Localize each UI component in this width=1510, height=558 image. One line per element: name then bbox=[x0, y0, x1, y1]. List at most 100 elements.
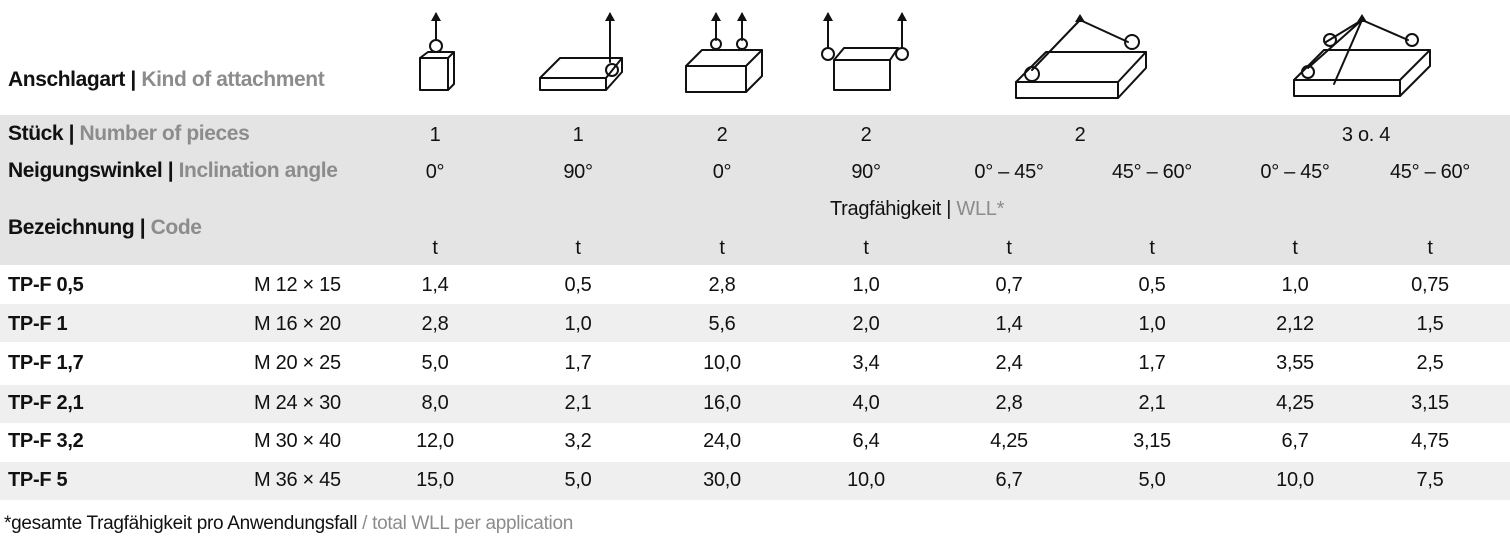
value-cell: 2,8 bbox=[995, 392, 1023, 414]
value-cell: 0,5 bbox=[1138, 274, 1166, 296]
row-thread: M 20 × 25 bbox=[254, 352, 341, 374]
value-cell: 3,15 bbox=[1133, 430, 1171, 452]
value-cell: 15,0 bbox=[416, 469, 454, 491]
value-cell: 0,7 bbox=[995, 274, 1023, 296]
row-name: TP-F 0,5 bbox=[8, 274, 84, 296]
single-vertical-lift-icon bbox=[419, 12, 455, 91]
value-cell: 3,15 bbox=[1411, 392, 1449, 414]
value-cell: 10,0 bbox=[703, 352, 741, 374]
row-name: TP-F 2,1 bbox=[8, 392, 84, 414]
value-cell: 2,4 bbox=[995, 352, 1023, 374]
two-point-side-lift-icon bbox=[821, 12, 909, 91]
value-cell: 5,6 bbox=[708, 313, 736, 335]
value-cell: 16,0 bbox=[703, 392, 741, 414]
value-cell: 1,7 bbox=[564, 352, 592, 374]
unit-cell: t bbox=[863, 237, 869, 259]
attachment-label-de: Anschlagart bbox=[8, 68, 125, 91]
value-cell: 8,0 bbox=[421, 392, 449, 414]
value-cell: 1,0 bbox=[1281, 274, 1309, 296]
value-cell: 2,8 bbox=[421, 313, 449, 335]
pieces-cell: 1 bbox=[429, 124, 441, 146]
footnote: *gesamte Tragfähigkeit pro Anwendungsfal… bbox=[4, 513, 573, 535]
pieces-cell: 2 bbox=[860, 124, 872, 146]
value-cell: 3,2 bbox=[564, 430, 592, 452]
value-cell: 1,4 bbox=[995, 313, 1023, 335]
angle-label-de: Neigungswinkel bbox=[8, 159, 163, 182]
unit-cell: t bbox=[1427, 237, 1433, 259]
attachment-label: Anschlagart | Kind of attachment bbox=[8, 68, 325, 92]
row-band-alt bbox=[0, 385, 1510, 423]
value-cell: 1,0 bbox=[564, 313, 592, 335]
two-leg-sling-icon bbox=[1015, 14, 1147, 99]
pieces-cell: 3 o. 4 bbox=[1341, 124, 1391, 146]
unit-cell: t bbox=[1149, 237, 1155, 259]
attachment-label-en: Kind of attachment bbox=[141, 68, 325, 91]
value-cell: 6,7 bbox=[1281, 430, 1309, 452]
row-thread: M 16 × 20 bbox=[254, 313, 341, 335]
value-cell: 0,5 bbox=[564, 274, 592, 296]
row-band-alt bbox=[0, 462, 1510, 500]
pieces-label: Stück | Number of pieces bbox=[8, 122, 250, 146]
code-label-de: Bezeichnung bbox=[8, 216, 135, 239]
value-cell: 1,0 bbox=[1138, 313, 1166, 335]
value-cell: 7,5 bbox=[1416, 469, 1444, 491]
row-thread: M 12 × 15 bbox=[254, 274, 341, 296]
value-cell: 1,7 bbox=[1138, 352, 1166, 374]
value-cell: 1,4 bbox=[421, 274, 449, 296]
row-name: TP-F 1,7 bbox=[8, 352, 84, 374]
unit-cell: t bbox=[1006, 237, 1012, 259]
unit-cell: t bbox=[575, 237, 581, 259]
row-name: TP-F 5 bbox=[8, 469, 68, 491]
value-cell: 5,0 bbox=[1138, 469, 1166, 491]
label-separator: | bbox=[134, 216, 151, 239]
value-cell: 1,0 bbox=[852, 274, 880, 296]
angle-cell: 45° – 60° bbox=[1389, 161, 1471, 183]
pieces-cell: 2 bbox=[716, 124, 728, 146]
unit-cell: t bbox=[432, 237, 438, 259]
angle-cell: 45° – 60° bbox=[1111, 161, 1193, 183]
code-label-en: Code bbox=[150, 216, 202, 239]
value-cell: 24,0 bbox=[703, 430, 741, 452]
value-cell: 3,4 bbox=[852, 352, 880, 374]
angle-cell: 0° – 45° bbox=[974, 161, 1044, 183]
multi-leg-sling-icon bbox=[1293, 14, 1431, 97]
row-name: TP-F 3,2 bbox=[8, 430, 84, 452]
wll-label: Tragfähigkeit | WLL* bbox=[830, 198, 1004, 221]
value-cell: 6,7 bbox=[995, 469, 1023, 491]
code-label: Bezeichnung | Code bbox=[8, 216, 202, 240]
unit-cell: t bbox=[1292, 237, 1298, 259]
header-band bbox=[0, 115, 1510, 265]
row-band-alt bbox=[0, 304, 1510, 342]
value-cell: 4,0 bbox=[852, 392, 880, 414]
angle-cell: 0° – 45° bbox=[1260, 161, 1330, 183]
single-side-lift-icon bbox=[539, 12, 623, 91]
two-point-vertical-lift-icon bbox=[685, 12, 763, 93]
label-separator: | bbox=[63, 122, 80, 145]
value-cell: 4,25 bbox=[990, 430, 1028, 452]
pieces-cell: 1 bbox=[572, 124, 584, 146]
pieces-label-en: Number of pieces bbox=[79, 122, 250, 145]
row-thread: M 30 × 40 bbox=[254, 430, 341, 452]
angle-cell: 0° bbox=[425, 161, 445, 183]
row-thread: M 24 × 30 bbox=[254, 392, 341, 414]
value-cell: 2,8 bbox=[708, 274, 736, 296]
row-thread: M 36 × 45 bbox=[254, 469, 341, 491]
footnote-de: *gesamte Tragfähigkeit pro Anwendungsfal… bbox=[4, 513, 358, 534]
unit-cell: t bbox=[719, 237, 725, 259]
footnote-separator: / bbox=[357, 513, 373, 534]
value-cell: 2,1 bbox=[1138, 392, 1166, 414]
angle-cell: 0° bbox=[712, 161, 732, 183]
row-name: TP-F 1 bbox=[8, 313, 68, 335]
value-cell: 0,75 bbox=[1411, 274, 1449, 296]
label-separator: | bbox=[162, 159, 179, 182]
value-cell: 4,75 bbox=[1411, 430, 1449, 452]
angle-cell: 90° bbox=[851, 161, 881, 183]
value-cell: 5,0 bbox=[564, 469, 592, 491]
pieces-cell: 2 bbox=[1074, 124, 1086, 146]
value-cell: 5,0 bbox=[421, 352, 449, 374]
value-cell: 30,0 bbox=[703, 469, 741, 491]
angle-label-en: Inclination angle bbox=[178, 159, 338, 182]
value-cell: 10,0 bbox=[847, 469, 885, 491]
wll-label-de: Tragfähigkeit bbox=[830, 198, 941, 220]
value-cell: 12,0 bbox=[416, 430, 454, 452]
